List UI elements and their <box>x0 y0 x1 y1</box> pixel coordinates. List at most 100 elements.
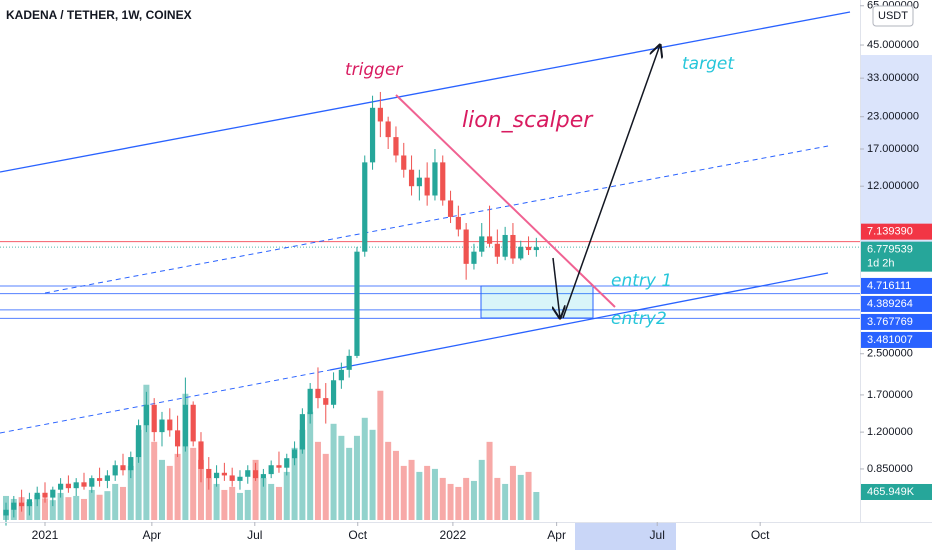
candle-body <box>510 234 516 259</box>
price-label-bg <box>861 277 932 294</box>
price-label-bg <box>861 313 932 330</box>
candle-body <box>159 419 165 433</box>
upper-channel <box>0 11 851 173</box>
candle-body <box>479 236 485 252</box>
volume-bar <box>190 447 197 520</box>
price-label: 4.389264 <box>867 298 913 310</box>
volume-bar <box>392 450 399 520</box>
volume-bar <box>197 459 204 520</box>
time-highlight <box>575 522 676 550</box>
volume-bar <box>447 483 454 520</box>
volume-bar <box>275 486 282 520</box>
candle-body <box>252 470 259 479</box>
y-tick-label: 23.000000 <box>867 111 919 123</box>
volume-bar <box>299 429 306 520</box>
candle-body <box>424 177 430 196</box>
arrow-up <box>562 45 660 319</box>
volume-bar <box>509 465 516 520</box>
volume-bar <box>42 498 49 520</box>
candle-body <box>346 355 352 370</box>
candle-body <box>221 472 227 476</box>
entry-zone <box>480 285 594 319</box>
volume-bar <box>268 483 275 520</box>
level-lines <box>0 241 860 319</box>
mid-channel <box>44 145 829 294</box>
y-tick-label: 45.000000 <box>867 39 919 51</box>
candle-body <box>377 107 383 122</box>
volume-bar <box>104 491 111 520</box>
candle-body <box>73 482 79 489</box>
volume-bar <box>517 474 524 520</box>
candle-body <box>268 465 274 475</box>
currency-box[interactable] <box>872 5 914 27</box>
volume-label-bg <box>861 483 932 500</box>
volume-bar <box>369 429 376 520</box>
candle-body <box>260 474 266 479</box>
volume-bar <box>400 465 407 520</box>
volume-bar <box>431 468 438 520</box>
chart-title: KADENA / TETHER, 1W, COINEX <box>6 8 192 22</box>
volume-bar <box>478 459 485 520</box>
volume-bar <box>135 429 142 520</box>
candle-body <box>291 449 298 459</box>
volume-bar <box>127 465 134 520</box>
y-tick-label: 33.000000 <box>867 72 919 84</box>
candle-body <box>104 475 110 481</box>
candle-body <box>128 457 134 471</box>
volume-bar <box>353 435 360 520</box>
candle-body <box>486 236 493 244</box>
price-label-bg <box>861 295 932 312</box>
candle-body <box>112 465 118 476</box>
annotation: entry 1 <box>611 271 672 291</box>
volume-bar <box>252 459 259 520</box>
volume-bar <box>182 393 189 520</box>
volume-bar <box>486 441 493 520</box>
trigger-line <box>395 94 616 308</box>
price-label: 6.779539 <box>867 244 913 256</box>
price-axis: 65.00000045.00000033.00000023.00000017.0… <box>860 0 932 500</box>
candle-body <box>174 430 181 447</box>
candle-body <box>96 478 103 481</box>
x-tick-label: 2022 <box>440 528 467 542</box>
volume-bar <box>314 441 321 520</box>
volume-bar <box>416 471 423 520</box>
volume-bar <box>377 390 384 520</box>
annotation: target <box>682 54 735 74</box>
candle-body <box>307 388 313 415</box>
price-label-bg <box>861 331 932 348</box>
candle-body <box>42 492 48 498</box>
volume-bar <box>494 477 501 520</box>
candle-body <box>34 492 40 500</box>
volume-bar <box>338 435 345 520</box>
candle-body <box>151 404 157 433</box>
candle-body <box>198 441 204 469</box>
candle-body <box>408 169 415 187</box>
volume-bar <box>533 491 540 520</box>
candle-body <box>19 502 25 507</box>
candle-body <box>338 369 344 381</box>
price-label: 3.767769 <box>867 316 913 328</box>
candle-body <box>471 251 477 264</box>
candle-body <box>447 200 454 217</box>
volume-bar <box>57 492 64 520</box>
volume-bar <box>112 483 119 520</box>
candle-body <box>463 229 469 264</box>
candle-body <box>57 483 64 490</box>
volume-bar <box>385 441 392 520</box>
volume-bar <box>322 453 329 520</box>
candle-body <box>494 243 500 257</box>
price-label-bg <box>861 223 932 240</box>
candle-body <box>3 509 9 516</box>
candle-body <box>362 162 368 252</box>
y-tick-label: 12.000000 <box>867 180 919 192</box>
volume-bar <box>525 471 532 520</box>
y-tick-label: 0.850000 <box>867 463 913 475</box>
volume-bar <box>502 483 509 520</box>
volume-bar <box>236 492 243 520</box>
volume-bar <box>205 477 212 520</box>
candle-body <box>299 414 305 450</box>
candle-body <box>50 489 56 498</box>
volume-bar <box>119 486 126 520</box>
candle-body <box>120 465 126 471</box>
candle-body <box>533 247 539 251</box>
